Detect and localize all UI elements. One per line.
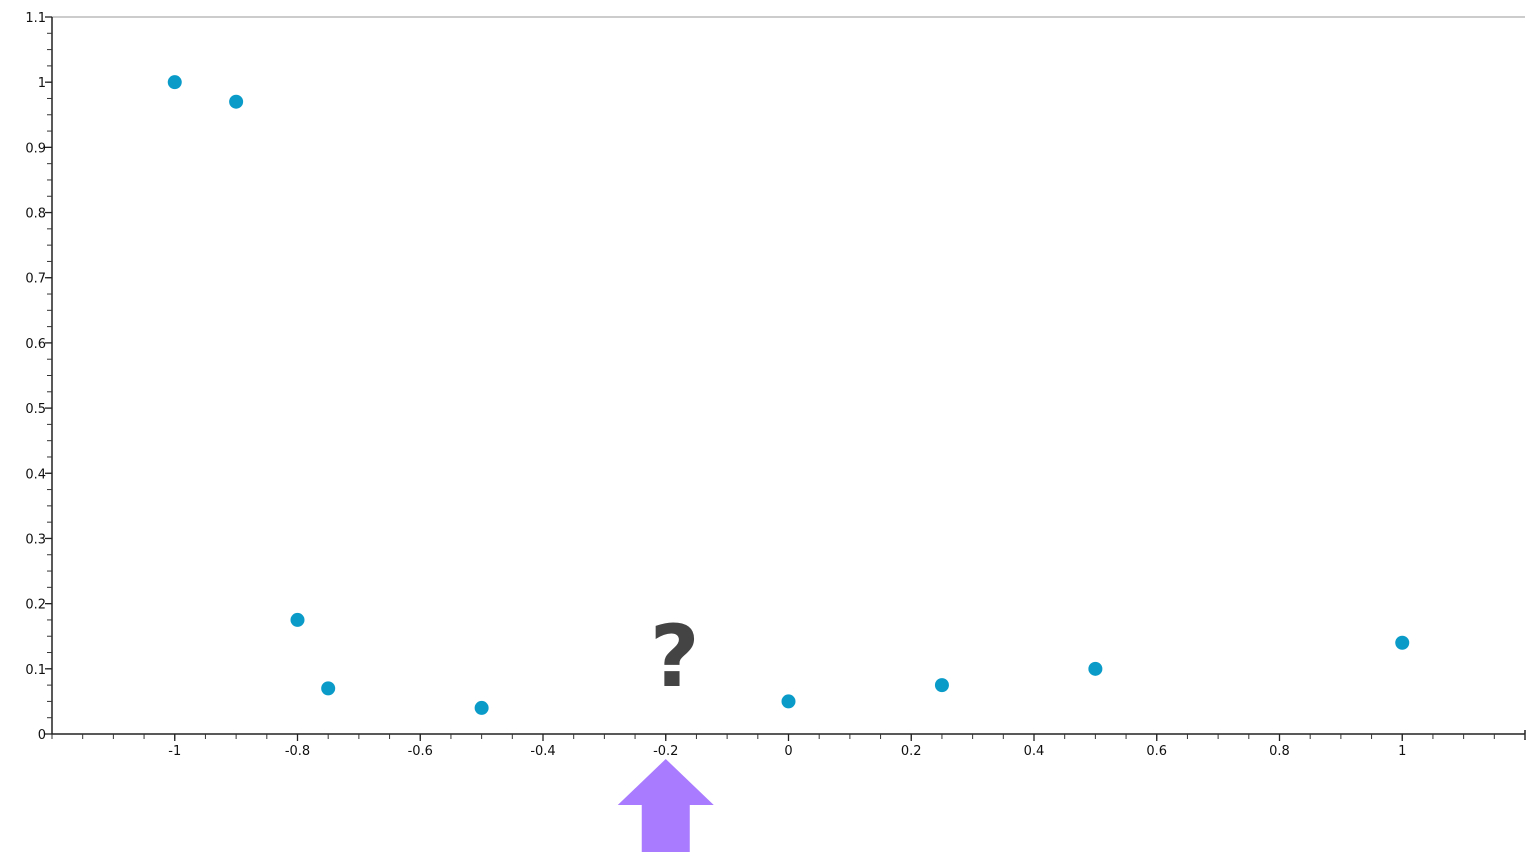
data-points	[167, 75, 1410, 715]
y-tick-label: 0	[38, 728, 46, 743]
y-tick-label: 0.3	[25, 532, 46, 547]
x-tick-label: 0.8	[1269, 744, 1290, 759]
data-point	[474, 700, 489, 715]
x-tick-label: 0.2	[901, 744, 922, 759]
data-point	[1395, 635, 1410, 650]
x-tick-label: -0.4	[530, 744, 555, 759]
x-tick-label: -0.8	[285, 744, 310, 759]
y-tick-label: 1	[38, 76, 46, 91]
up-arrow-icon	[617, 759, 714, 852]
data-point	[781, 694, 796, 709]
x-tick-label: -1	[168, 744, 181, 759]
data-point	[229, 94, 244, 109]
y-tick-label: 0.5	[25, 402, 46, 417]
x-tick-label: -0.6	[408, 744, 433, 759]
y-tick-label: 0.4	[25, 467, 46, 482]
axes: -1 -0.8 -0.6 -0.4 -0.2 0 0.2 0.4 0.6 0.8 1 0 0.1 0.2 0…	[25, 11, 1526, 759]
y-tick-label: 0.2	[25, 598, 46, 613]
y-tick-label: 0.9	[25, 141, 46, 156]
question-mark-annotation: ?	[650, 607, 700, 707]
x-tick-label: -0.2	[653, 744, 678, 759]
y-tick-label: 0.7	[25, 272, 46, 287]
y-tick-label: 1.1	[25, 11, 46, 26]
data-point	[290, 612, 305, 627]
annotations: ?	[617, 607, 714, 852]
y-tick-label: 0.6	[25, 337, 46, 352]
data-point	[321, 681, 336, 696]
x-tick-label: 0	[784, 744, 792, 759]
data-point	[934, 678, 949, 693]
y-tick-label: 0.8	[25, 207, 46, 222]
data-point	[167, 75, 182, 90]
x-tick-label: 1	[1398, 744, 1406, 759]
x-tick-label: 0.6	[1146, 744, 1167, 759]
x-tick-label: 0.4	[1024, 744, 1045, 759]
y-tick-label: 0.1	[25, 663, 46, 678]
data-point	[1088, 661, 1103, 676]
